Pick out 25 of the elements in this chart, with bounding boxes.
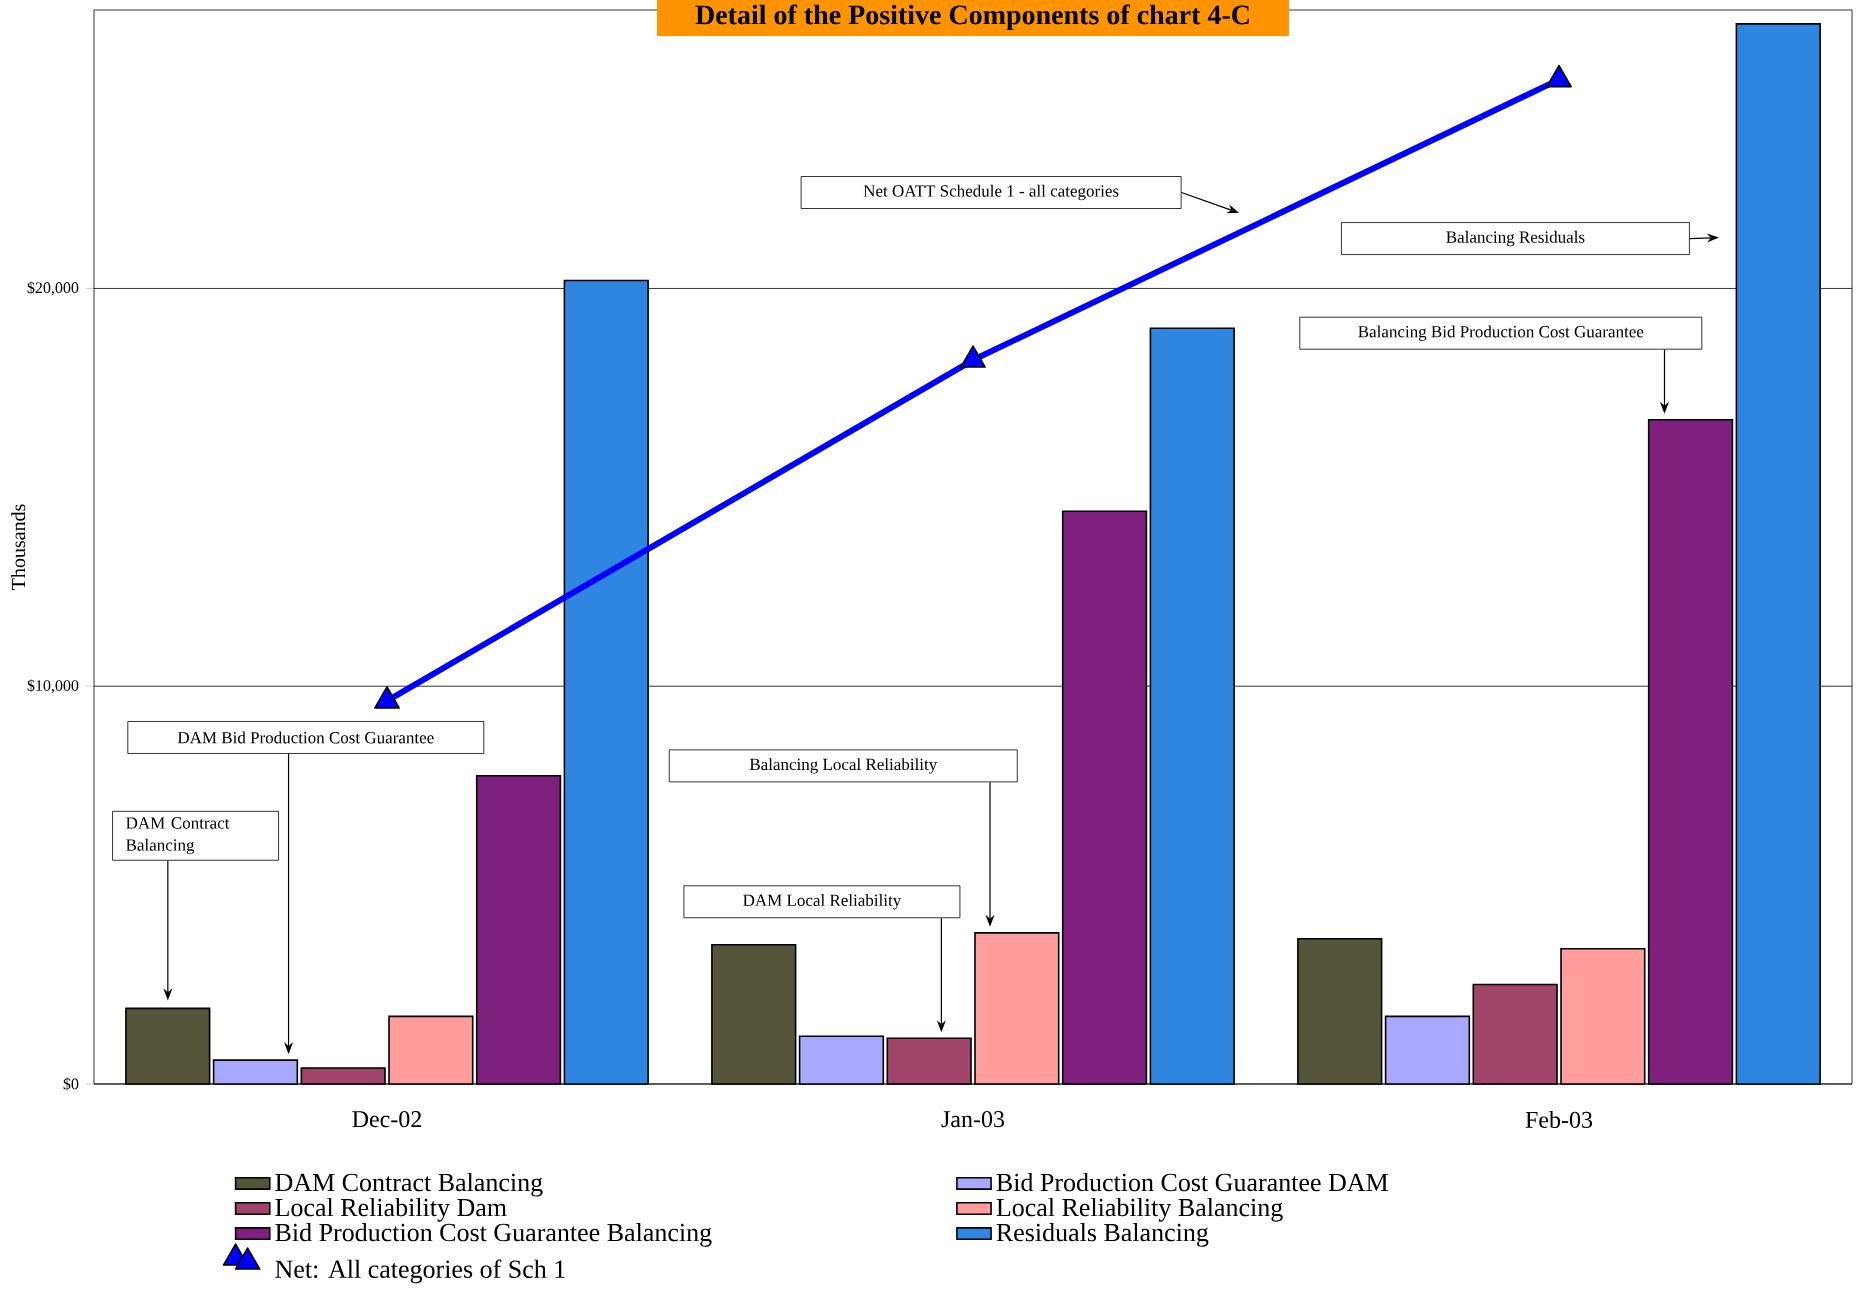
point bbox=[374, 686, 400, 709]
point bbox=[1546, 64, 1572, 88]
annotation: DAM Contract Balancing bbox=[126, 817, 230, 855]
y-tick-label: $10,000 bbox=[27, 679, 79, 694]
x-tick-label: Feb-03 bbox=[1525, 1111, 1593, 1128]
y-tick-label: $20,000 bbox=[27, 281, 79, 296]
y-axis-title: Thousands bbox=[11, 504, 26, 590]
point bbox=[960, 345, 986, 368]
legend-label: Net: All categories of Sch 1 bbox=[275, 1259, 565, 1284]
legend-label: Local Reliability Balancing bbox=[996, 1197, 1283, 1222]
annotation: Net OATT Schedule 1 - all categories bbox=[863, 184, 1119, 201]
y-tick-label: $0 bbox=[63, 1077, 79, 1091]
legend-label: Local Reliability Dam bbox=[275, 1197, 507, 1222]
chart-title: Detail of the Positive Components of chart 4-C bbox=[695, 4, 1249, 31]
legend-label: Bid Production Cost Guarantee DAM bbox=[996, 1172, 1388, 1192]
legend-label: Bid Production Cost Guarantee Balancing bbox=[275, 1223, 712, 1247]
legend-label: DAM Contract Balancing bbox=[275, 1172, 543, 1197]
annotation: DAM Local Reliability bbox=[743, 894, 902, 910]
annotation: Balancing Residuals bbox=[1446, 230, 1585, 247]
annotation: Balancing Bid Production Cost Guarantee bbox=[1358, 325, 1644, 341]
x-tick-label: Dec-02 bbox=[352, 1111, 421, 1128]
legend-label: Residuals Balancing bbox=[996, 1223, 1209, 1247]
annotation: Balancing Local Reliability bbox=[749, 758, 938, 774]
annotation: DAM Bid Production Cost Guarantee bbox=[177, 731, 434, 744]
x-tick-label: Jan-03 bbox=[941, 1111, 1005, 1128]
